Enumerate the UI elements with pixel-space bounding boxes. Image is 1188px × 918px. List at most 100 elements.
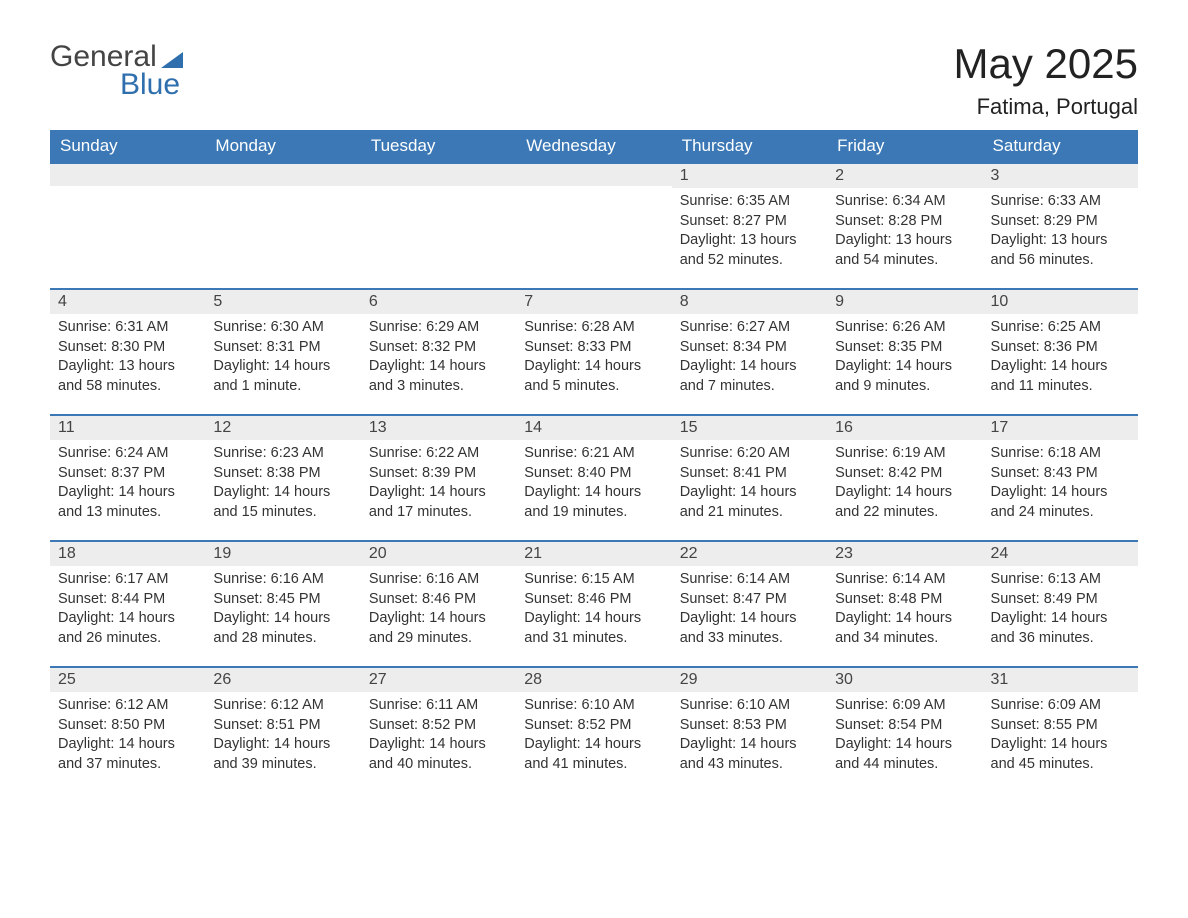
daylight-text: Daylight: 14 hours and 26 minutes. xyxy=(58,609,197,648)
calendar-day-cell: 8Sunrise: 6:27 AMSunset: 8:34 PMDaylight… xyxy=(672,288,827,414)
day-body: Sunrise: 6:29 AMSunset: 8:32 PMDaylight:… xyxy=(361,314,516,402)
sunset-text: Sunset: 8:41 PM xyxy=(680,464,819,484)
weekday-header-row: SundayMondayTuesdayWednesdayThursdayFrid… xyxy=(50,130,1138,162)
daylight-text: Daylight: 14 hours and 43 minutes. xyxy=(680,735,819,774)
calendar-day-cell: 21Sunrise: 6:15 AMSunset: 8:46 PMDayligh… xyxy=(516,540,671,666)
sunset-text: Sunset: 8:48 PM xyxy=(835,590,974,610)
day-number: 4 xyxy=(50,288,205,314)
calendar-day-cell: 22Sunrise: 6:14 AMSunset: 8:47 PMDayligh… xyxy=(672,540,827,666)
sunrise-text: Sunrise: 6:12 AM xyxy=(213,696,352,716)
sunset-text: Sunset: 8:52 PM xyxy=(369,716,508,736)
calendar-day-cell: 4Sunrise: 6:31 AMSunset: 8:30 PMDaylight… xyxy=(50,288,205,414)
calendar-day-cell: 5Sunrise: 6:30 AMSunset: 8:31 PMDaylight… xyxy=(205,288,360,414)
sunrise-text: Sunrise: 6:22 AM xyxy=(369,444,508,464)
sunrise-text: Sunrise: 6:34 AM xyxy=(835,192,974,212)
calendar-empty-cell xyxy=(516,162,671,288)
location-label: Fatima, Portugal xyxy=(954,94,1138,120)
day-number: 13 xyxy=(361,414,516,440)
title-block: May 2025 Fatima, Portugal xyxy=(954,40,1138,120)
calendar-day-cell: 26Sunrise: 6:12 AMSunset: 8:51 PMDayligh… xyxy=(205,666,360,792)
day-body: Sunrise: 6:33 AMSunset: 8:29 PMDaylight:… xyxy=(983,188,1138,276)
day-body: Sunrise: 6:12 AMSunset: 8:51 PMDaylight:… xyxy=(205,692,360,780)
sunrise-text: Sunrise: 6:17 AM xyxy=(58,570,197,590)
sunrise-text: Sunrise: 6:29 AM xyxy=(369,318,508,338)
month-title: May 2025 xyxy=(954,40,1138,88)
sunrise-text: Sunrise: 6:27 AM xyxy=(680,318,819,338)
sunset-text: Sunset: 8:27 PM xyxy=(680,212,819,232)
calendar-day-cell: 14Sunrise: 6:21 AMSunset: 8:40 PMDayligh… xyxy=(516,414,671,540)
sunset-text: Sunset: 8:42 PM xyxy=(835,464,974,484)
daylight-text: Daylight: 14 hours and 11 minutes. xyxy=(991,357,1130,396)
daylight-text: Daylight: 14 hours and 1 minute. xyxy=(213,357,352,396)
sunrise-text: Sunrise: 6:30 AM xyxy=(213,318,352,338)
weekday-header: Friday xyxy=(827,130,982,162)
day-number: 24 xyxy=(983,540,1138,566)
daylight-text: Daylight: 14 hours and 28 minutes. xyxy=(213,609,352,648)
daylight-text: Daylight: 14 hours and 41 minutes. xyxy=(524,735,663,774)
day-body: Sunrise: 6:21 AMSunset: 8:40 PMDaylight:… xyxy=(516,440,671,528)
weekday-header: Wednesday xyxy=(516,130,671,162)
logo-triangle-icon xyxy=(161,52,183,68)
day-body: Sunrise: 6:18 AMSunset: 8:43 PMDaylight:… xyxy=(983,440,1138,528)
daylight-text: Daylight: 14 hours and 37 minutes. xyxy=(58,735,197,774)
sunrise-text: Sunrise: 6:10 AM xyxy=(524,696,663,716)
day-number: 19 xyxy=(205,540,360,566)
sunrise-text: Sunrise: 6:14 AM xyxy=(680,570,819,590)
calendar-day-cell: 3Sunrise: 6:33 AMSunset: 8:29 PMDaylight… xyxy=(983,162,1138,288)
daylight-text: Daylight: 13 hours and 52 minutes. xyxy=(680,231,819,270)
sunset-text: Sunset: 8:47 PM xyxy=(680,590,819,610)
daylight-text: Daylight: 14 hours and 17 minutes. xyxy=(369,483,508,522)
day-number: 27 xyxy=(361,666,516,692)
day-number: 22 xyxy=(672,540,827,566)
sunset-text: Sunset: 8:38 PM xyxy=(213,464,352,484)
day-number: 3 xyxy=(983,162,1138,188)
sunset-text: Sunset: 8:29 PM xyxy=(991,212,1130,232)
calendar-empty-cell xyxy=(361,162,516,288)
sunset-text: Sunset: 8:34 PM xyxy=(680,338,819,358)
day-number: 17 xyxy=(983,414,1138,440)
weekday-header: Monday xyxy=(205,130,360,162)
daylight-text: Daylight: 14 hours and 13 minutes. xyxy=(58,483,197,522)
calendar-day-cell: 25Sunrise: 6:12 AMSunset: 8:50 PMDayligh… xyxy=(50,666,205,792)
daylight-text: Daylight: 14 hours and 5 minutes. xyxy=(524,357,663,396)
calendar-empty-cell xyxy=(50,162,205,288)
empty-day-bar xyxy=(50,162,205,186)
daylight-text: Daylight: 14 hours and 21 minutes. xyxy=(680,483,819,522)
day-number: 25 xyxy=(50,666,205,692)
calendar-week-row: 25Sunrise: 6:12 AMSunset: 8:50 PMDayligh… xyxy=(50,666,1138,792)
calendar-day-cell: 7Sunrise: 6:28 AMSunset: 8:33 PMDaylight… xyxy=(516,288,671,414)
daylight-text: Daylight: 14 hours and 15 minutes. xyxy=(213,483,352,522)
day-body: Sunrise: 6:27 AMSunset: 8:34 PMDaylight:… xyxy=(672,314,827,402)
day-number: 31 xyxy=(983,666,1138,692)
day-body: Sunrise: 6:20 AMSunset: 8:41 PMDaylight:… xyxy=(672,440,827,528)
sunset-text: Sunset: 8:35 PM xyxy=(835,338,974,358)
sunrise-text: Sunrise: 6:16 AM xyxy=(369,570,508,590)
day-number: 15 xyxy=(672,414,827,440)
day-body: Sunrise: 6:34 AMSunset: 8:28 PMDaylight:… xyxy=(827,188,982,276)
sunset-text: Sunset: 8:28 PM xyxy=(835,212,974,232)
sunset-text: Sunset: 8:46 PM xyxy=(524,590,663,610)
sunrise-text: Sunrise: 6:16 AM xyxy=(213,570,352,590)
daylight-text: Daylight: 14 hours and 31 minutes. xyxy=(524,609,663,648)
sunset-text: Sunset: 8:45 PM xyxy=(213,590,352,610)
calendar-table: SundayMondayTuesdayWednesdayThursdayFrid… xyxy=(50,130,1138,792)
day-number: 7 xyxy=(516,288,671,314)
day-body: Sunrise: 6:26 AMSunset: 8:35 PMDaylight:… xyxy=(827,314,982,402)
calendar-day-cell: 17Sunrise: 6:18 AMSunset: 8:43 PMDayligh… xyxy=(983,414,1138,540)
sunset-text: Sunset: 8:37 PM xyxy=(58,464,197,484)
daylight-text: Daylight: 14 hours and 45 minutes. xyxy=(991,735,1130,774)
daylight-text: Daylight: 14 hours and 9 minutes. xyxy=(835,357,974,396)
day-number: 30 xyxy=(827,666,982,692)
calendar-day-cell: 29Sunrise: 6:10 AMSunset: 8:53 PMDayligh… xyxy=(672,666,827,792)
sunrise-text: Sunrise: 6:28 AM xyxy=(524,318,663,338)
sunset-text: Sunset: 8:53 PM xyxy=(680,716,819,736)
calendar-day-cell: 28Sunrise: 6:10 AMSunset: 8:52 PMDayligh… xyxy=(516,666,671,792)
day-body: Sunrise: 6:14 AMSunset: 8:47 PMDaylight:… xyxy=(672,566,827,654)
sunset-text: Sunset: 8:44 PM xyxy=(58,590,197,610)
sunset-text: Sunset: 8:50 PM xyxy=(58,716,197,736)
calendar-day-cell: 12Sunrise: 6:23 AMSunset: 8:38 PMDayligh… xyxy=(205,414,360,540)
calendar-day-cell: 6Sunrise: 6:29 AMSunset: 8:32 PMDaylight… xyxy=(361,288,516,414)
day-body: Sunrise: 6:15 AMSunset: 8:46 PMDaylight:… xyxy=(516,566,671,654)
empty-day-bar xyxy=(205,162,360,186)
daylight-text: Daylight: 14 hours and 29 minutes. xyxy=(369,609,508,648)
